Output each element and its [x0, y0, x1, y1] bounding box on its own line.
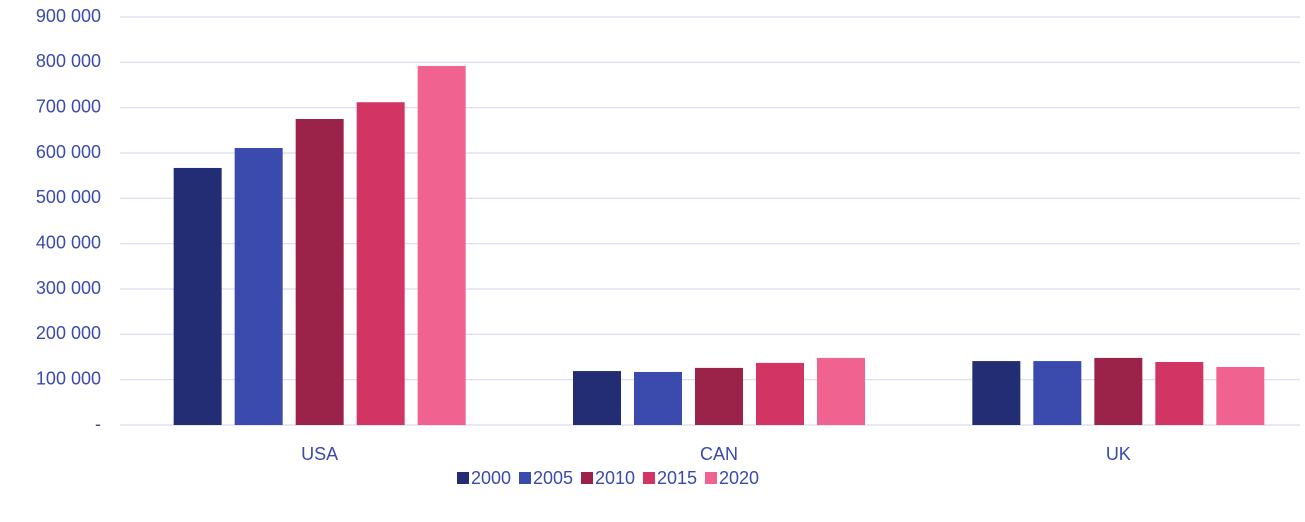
bar: [756, 362, 804, 425]
legend-swatch: [581, 472, 593, 484]
x-tick-label: UK: [1106, 444, 1131, 464]
legend-label: 2015: [657, 468, 697, 488]
bar: [573, 371, 621, 425]
bar: [972, 361, 1021, 425]
y-tick-label: 600 000: [36, 142, 101, 162]
bar: [695, 367, 743, 425]
y-tick-label: 400 000: [36, 232, 101, 252]
y-tick-label: 700 000: [36, 96, 101, 116]
legend-swatch: [705, 472, 717, 484]
bar: [234, 148, 283, 425]
bar: [1155, 361, 1204, 425]
bar: [356, 102, 405, 425]
legend-label: 2010: [595, 468, 635, 488]
legend-swatch: [519, 472, 531, 484]
y-tick-label: 500 000: [36, 187, 101, 207]
y-tick-label: -: [95, 414, 101, 434]
bar: [1216, 366, 1265, 425]
bar: [817, 357, 865, 425]
legend-swatch: [643, 472, 655, 484]
bar: [173, 167, 222, 425]
y-tick-label: 900 000: [36, 6, 101, 26]
x-tick-label: USA: [301, 444, 338, 464]
y-tick-label: 200 000: [36, 323, 101, 343]
legend-label: 2000: [471, 468, 511, 488]
y-tick-label: 800 000: [36, 51, 101, 71]
bar: [1094, 357, 1143, 425]
bar: [417, 65, 466, 426]
x-tick-label: CAN: [700, 444, 738, 464]
y-tick-label: 300 000: [36, 278, 101, 298]
legend-label: 2005: [533, 468, 573, 488]
bar: [1033, 361, 1082, 425]
y-tick-label: 100 000: [36, 368, 101, 388]
legend-swatch: [457, 472, 469, 484]
bar: [634, 371, 682, 425]
bar: [295, 119, 344, 425]
legend-label: 2020: [719, 468, 759, 488]
